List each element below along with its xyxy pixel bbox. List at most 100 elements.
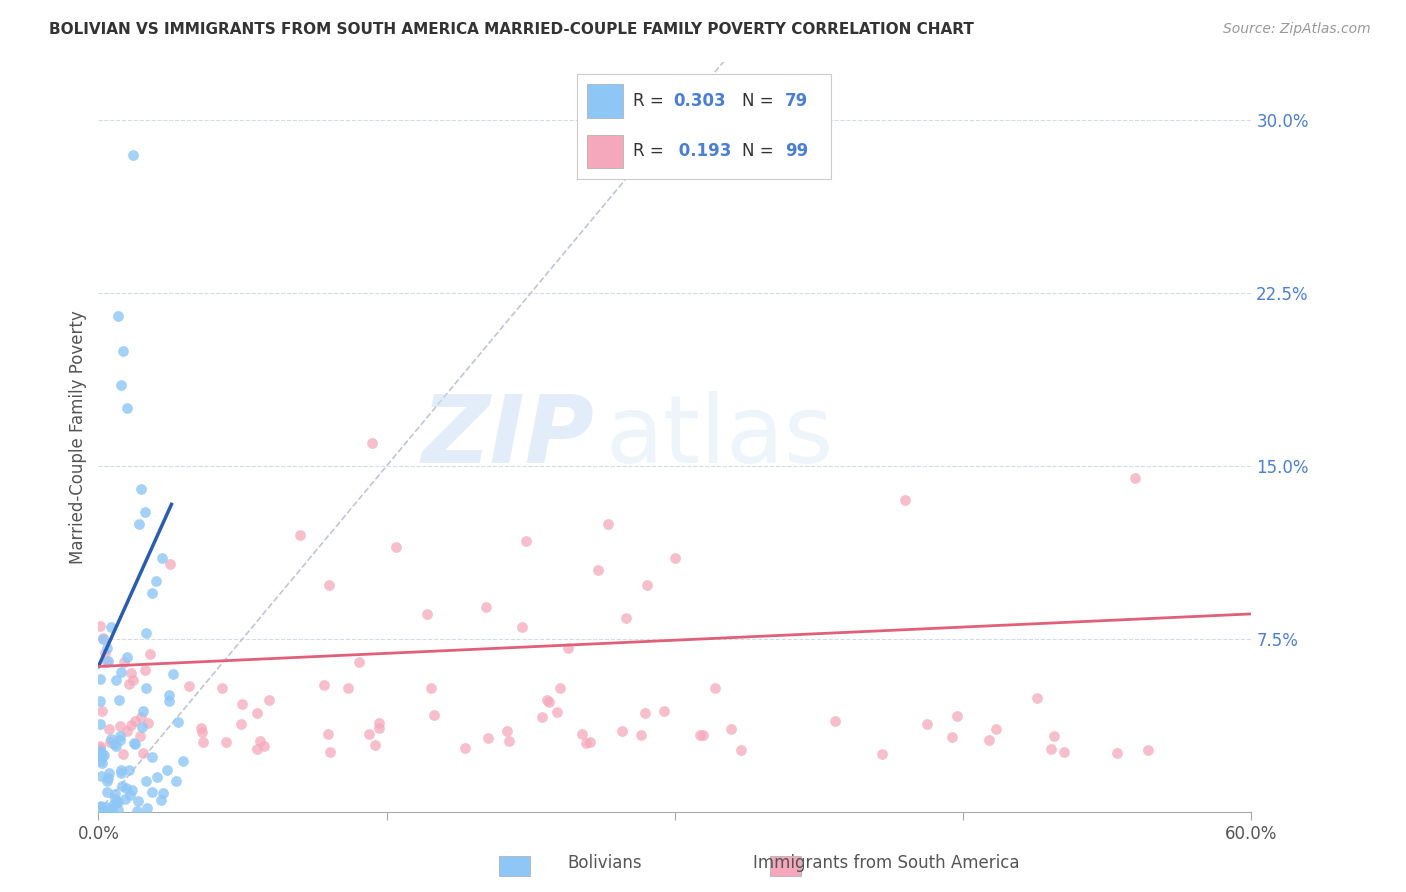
SA	[536, 693, 558, 707]
SA	[89, 739, 111, 753]
SA	[1107, 746, 1129, 760]
Bolivian	[118, 788, 141, 802]
Bolivian	[115, 781, 138, 796]
SA	[215, 735, 238, 749]
SA	[124, 714, 146, 729]
SA	[318, 578, 340, 592]
SA	[1040, 741, 1063, 756]
SA	[249, 734, 271, 748]
SA	[139, 647, 162, 661]
Bolivian	[121, 783, 143, 797]
Bolivian	[122, 736, 145, 750]
Bolivian	[124, 737, 146, 751]
Text: ZIP: ZIP	[422, 391, 595, 483]
SA	[704, 681, 727, 696]
SA	[454, 741, 477, 756]
Bolivian	[145, 574, 167, 589]
Bolivian	[112, 343, 135, 358]
Bolivian	[165, 774, 187, 789]
Bolivian	[89, 694, 111, 708]
SA	[630, 729, 652, 743]
SA	[946, 708, 969, 723]
Bolivian	[97, 804, 120, 818]
Bolivian	[107, 795, 129, 809]
SA	[89, 741, 111, 756]
Text: Bolivians: Bolivians	[567, 855, 643, 872]
Bolivian	[104, 739, 127, 753]
SA	[1026, 691, 1049, 706]
Bolivian	[100, 731, 122, 746]
SA	[416, 607, 439, 621]
SA	[515, 534, 537, 549]
Bolivian	[96, 799, 118, 814]
Bolivian	[96, 641, 118, 656]
SA	[548, 681, 571, 695]
Bolivian	[110, 378, 132, 392]
SA	[120, 718, 142, 732]
Bolivian	[91, 749, 114, 764]
SA	[177, 679, 200, 693]
SA	[257, 693, 280, 707]
Bolivian	[145, 770, 167, 784]
Bolivian	[108, 733, 131, 747]
SA	[129, 729, 152, 743]
Bolivian	[107, 803, 129, 817]
SA	[319, 745, 342, 759]
Bolivian	[135, 681, 157, 696]
Bolivian	[152, 786, 174, 800]
SA	[290, 528, 312, 542]
SA	[91, 632, 114, 646]
Bolivian	[141, 585, 163, 599]
Bolivian	[131, 720, 153, 734]
Bolivian	[101, 798, 124, 813]
Bolivian	[97, 654, 120, 668]
Bolivian	[156, 763, 179, 777]
SA	[96, 655, 118, 669]
Bolivian	[104, 673, 127, 687]
Bolivian	[89, 755, 111, 769]
Bolivian	[114, 792, 136, 806]
SA	[941, 730, 963, 744]
Bolivian	[96, 784, 118, 798]
Bolivian	[91, 632, 114, 647]
Bolivian	[132, 704, 155, 718]
SA	[245, 741, 267, 756]
Bolivian	[127, 794, 149, 808]
SA	[364, 738, 387, 752]
SA	[692, 728, 714, 742]
SA	[531, 710, 554, 724]
SA	[571, 727, 593, 741]
Bolivian	[125, 804, 148, 818]
Bolivian	[104, 787, 127, 801]
SA	[664, 551, 686, 566]
SA	[498, 734, 520, 748]
SA	[652, 704, 675, 718]
Bolivian	[101, 802, 124, 816]
SA	[586, 563, 609, 577]
SA	[538, 695, 561, 709]
SA	[510, 620, 533, 634]
SA	[1123, 471, 1146, 485]
Bolivian	[104, 792, 127, 806]
SA	[136, 715, 159, 730]
Text: BOLIVIAN VS IMMIGRANTS FROM SOUTH AMERICA MARRIED-COUPLE FAMILY POVERTY CORRELAT: BOLIVIAN VS IMMIGRANTS FROM SOUTH AMERIC…	[49, 22, 974, 37]
SA	[359, 726, 381, 740]
SA	[475, 600, 498, 615]
SA	[496, 723, 519, 738]
SA	[314, 678, 336, 692]
Bolivian	[107, 309, 129, 323]
SA	[134, 663, 156, 677]
Bolivian	[135, 773, 157, 788]
Bolivian	[159, 688, 181, 702]
SA	[191, 735, 214, 749]
SA	[368, 716, 391, 731]
SA	[420, 681, 443, 695]
SA	[97, 723, 120, 737]
SA	[894, 493, 917, 508]
Text: atlas: atlas	[606, 391, 834, 483]
Text: Source: ZipAtlas.com: Source: ZipAtlas.com	[1223, 22, 1371, 37]
Bolivian	[90, 769, 112, 783]
SA	[915, 717, 938, 731]
Bolivian	[135, 626, 157, 640]
SA	[91, 704, 114, 718]
